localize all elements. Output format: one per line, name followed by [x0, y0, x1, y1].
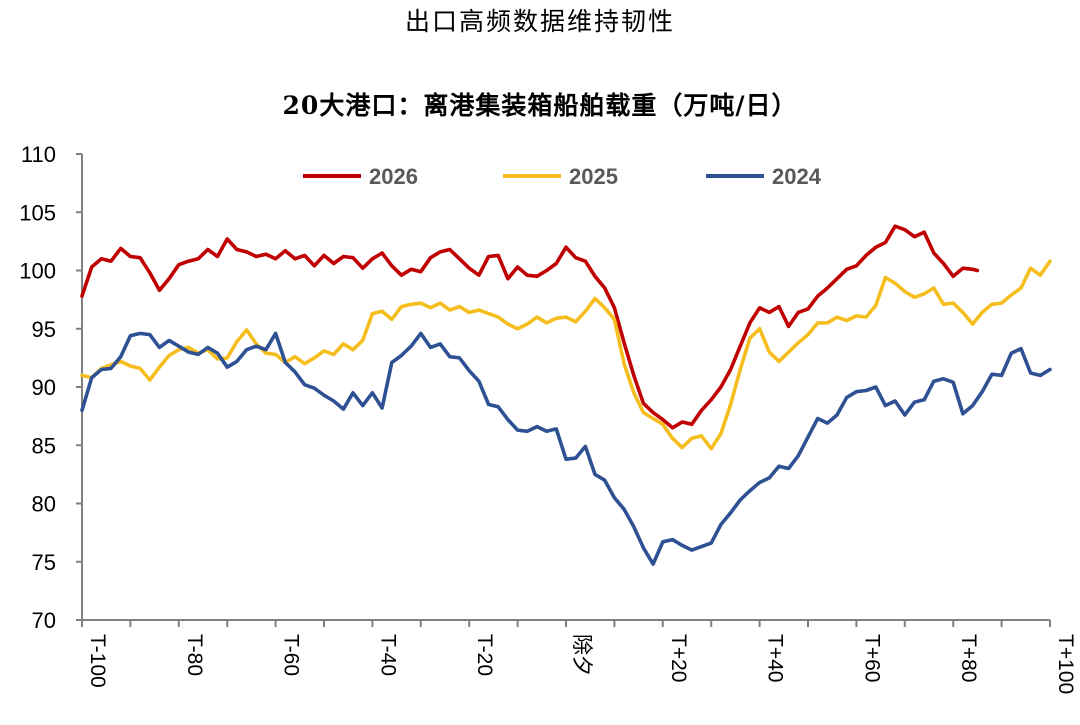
series-line-2026: [80, 224, 980, 430]
legend-label-2025: 2025: [569, 164, 618, 189]
y-tick-labels: 70 75 80 85 90 95 100 105 110: [19, 142, 82, 633]
x-tick-label: T+100: [1054, 634, 1077, 694]
x-tick-label: T+40: [764, 634, 787, 682]
chart-axes: [81, 154, 1050, 621]
series-lines: [80, 224, 1052, 566]
series-line-2025: [80, 259, 1052, 451]
legend-label-2024: 2024: [772, 164, 822, 189]
legend: 2026 2025 2024: [303, 164, 822, 189]
chart-title: 20大港口：离港集装箱船舶载重（万吨/日）: [282, 91, 798, 120]
y-tick-label: 80: [32, 492, 56, 517]
y-tick-label: 110: [21, 142, 56, 167]
x-tick-label: T-60: [280, 634, 303, 676]
y-tick-label: 105: [19, 200, 56, 225]
y-tick-label: 85: [32, 433, 56, 458]
y-tick-label: 100: [19, 259, 56, 284]
x-tick-label: T+80: [957, 634, 980, 682]
legend-label-2026: 2026: [369, 164, 418, 189]
x-tick-labels: T-100 T-80 T-60 T-40 T-20 除夕 T+20 T+40 T+60 T+80 T…: [81, 620, 1077, 694]
x-tick-label: 除夕: [570, 634, 593, 676]
y-tick-label: 70: [32, 608, 56, 633]
y-tick-label: 90: [32, 375, 56, 400]
x-tick-label: T-100: [86, 634, 109, 688]
x-tick-label: T-40: [376, 634, 399, 676]
y-tick-label: 75: [32, 550, 56, 575]
x-tick-label: T+60: [860, 634, 883, 682]
y-tick-label: 95: [32, 317, 56, 342]
x-tick-label: T-20: [473, 634, 496, 676]
header-title: 出口高频数据维持韧性: [404, 7, 675, 36]
x-tick-label: T-80: [183, 634, 206, 676]
x-tick-label: T+20: [667, 634, 690, 682]
series-line-2024: [80, 331, 1052, 566]
